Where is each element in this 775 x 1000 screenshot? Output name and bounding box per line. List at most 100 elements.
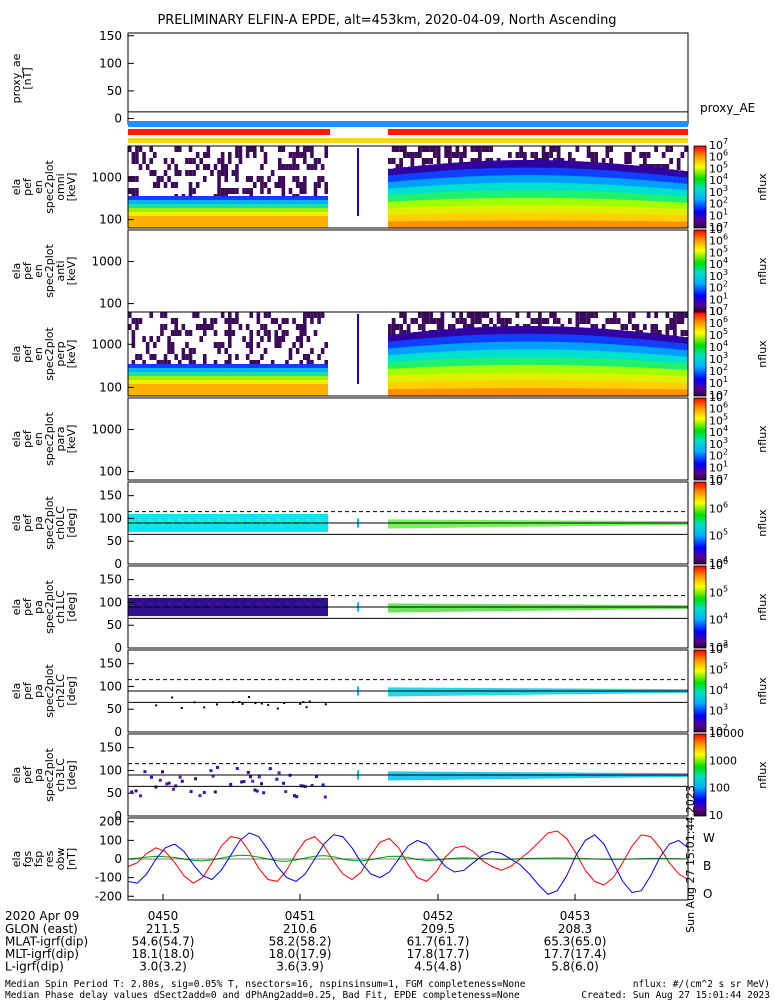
- noise-cell: [299, 324, 303, 330]
- spectrum-cell: [558, 183, 564, 192]
- noise-cell: [224, 164, 228, 170]
- spectrum-cell: [488, 175, 494, 184]
- spectrum-cell: [513, 388, 519, 397]
- pa-cell: [194, 524, 198, 528]
- spectrum-cell: [488, 388, 494, 397]
- colorbar-tick: 104: [709, 612, 728, 627]
- noise-cell: [149, 158, 153, 164]
- spectrum-cell: [623, 374, 629, 383]
- spectrum-cell: [563, 183, 569, 192]
- noise-cell: [292, 152, 296, 158]
- spectrum-cell: [403, 389, 409, 397]
- noise-cell: [317, 354, 321, 360]
- spectrum-cell: [433, 337, 439, 346]
- spectrum-cell: [548, 212, 554, 222]
- spectrum-cell: [663, 201, 669, 209]
- spectrum-cell: [593, 373, 599, 382]
- noise-cell: [128, 146, 132, 152]
- noise-cell: [174, 164, 178, 170]
- noise-cell: [601, 324, 606, 330]
- noise-cell: [654, 330, 658, 336]
- spectrum-cell: [633, 331, 639, 340]
- noise-cell: [213, 318, 218, 324]
- noise-cell: [224, 330, 228, 336]
- spectrum-cell: [518, 220, 524, 229]
- pa-cell: [147, 518, 152, 522]
- noise-cell: [295, 324, 300, 330]
- noise-cell: [448, 146, 452, 152]
- ylabel-en-anti-3: spec2plot: [43, 244, 56, 298]
- spectrum-cell: [443, 373, 449, 382]
- spectrum-cell: [548, 349, 554, 358]
- noise-cell: [153, 182, 157, 188]
- spectrum-cell: [503, 349, 509, 358]
- ylabel-en-para-4: para: [54, 427, 67, 452]
- noise-cell: [278, 158, 282, 164]
- spectrum-cell: [558, 326, 564, 335]
- spectrum-cell: [438, 178, 444, 186]
- ytick: 150: [99, 741, 122, 755]
- noise-cell: [278, 342, 282, 348]
- noise-cell: [594, 324, 598, 330]
- spectrum-cell: [483, 183, 489, 192]
- spectrum-cell: [508, 333, 514, 343]
- noise-cell: [270, 170, 275, 176]
- spectrum-cell: [568, 183, 574, 192]
- ylabel-pa-ch3-3: spec2plot: [43, 748, 56, 802]
- noise-cell: [185, 170, 189, 176]
- spectrum-cell: [423, 221, 429, 229]
- spectrum-cell: [553, 388, 559, 397]
- noise-cell: [260, 354, 264, 360]
- spectrum-cell: [493, 326, 499, 335]
- noise-cell: [541, 146, 546, 152]
- spectrum-cell: [638, 166, 644, 174]
- noise-cell: [295, 164, 300, 170]
- spectrum-cell: [648, 173, 654, 182]
- noise-cell: [508, 318, 512, 324]
- noise-cell: [306, 354, 311, 360]
- spectrum-cell: [608, 163, 614, 172]
- spectrum-band: [128, 196, 328, 201]
- spectrum-cell: [573, 198, 579, 207]
- spectrum-cell: [438, 192, 444, 201]
- spectrum-cell: [593, 343, 599, 352]
- spectrum-cell: [603, 373, 609, 382]
- noise-cell: [156, 176, 161, 182]
- spectrum-cell: [523, 357, 529, 366]
- spectrum-cell: [658, 368, 664, 376]
- noise-cell: [178, 170, 182, 176]
- spectrum-cell: [553, 182, 559, 192]
- spectrum-cell: [643, 214, 649, 222]
- spectrum-cell: [403, 200, 409, 209]
- spectrum-cell: [468, 205, 474, 214]
- noise-cell: [395, 164, 400, 170]
- noise-cell: [167, 348, 171, 354]
- ytick: 50: [107, 618, 122, 632]
- noise-cell: [135, 158, 139, 164]
- spectrum-cell: [418, 338, 424, 347]
- noise-cell: [156, 182, 161, 188]
- noise-cell: [274, 318, 278, 324]
- spectrum-cell: [648, 187, 654, 195]
- noise-cell: [167, 176, 171, 182]
- colorbar-tick: 102: [709, 363, 728, 378]
- spectrum-cell: [408, 187, 414, 195]
- noise-cell: [263, 348, 268, 354]
- pa-cell: [184, 524, 188, 528]
- colorbar-tick: 10: [709, 305, 723, 318]
- spectrum-cell: [533, 364, 539, 374]
- spectrum-cell: [683, 337, 689, 345]
- noise-cell: [624, 158, 628, 164]
- noise-cell: [590, 324, 595, 330]
- ylabel-fgm-4: obw: [54, 848, 67, 871]
- spectrum-cell: [628, 165, 634, 173]
- pa-cell: [167, 518, 171, 522]
- spectrum-cell: [628, 221, 634, 229]
- spectrum-cell: [438, 388, 444, 397]
- spectrum-cell: [433, 359, 439, 368]
- noise-cell: [278, 324, 282, 330]
- spectrum-cell: [623, 171, 629, 180]
- spectrum-cell: [478, 183, 484, 192]
